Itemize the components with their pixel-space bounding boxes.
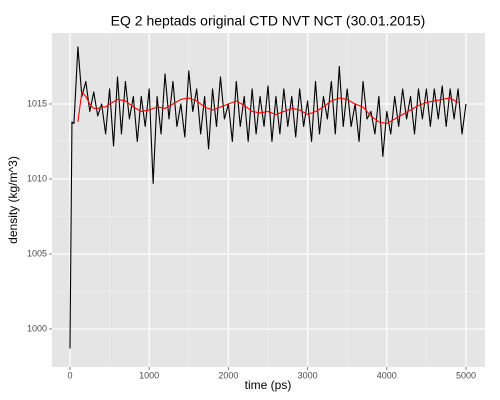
x-tick-label: 5000 [456,370,476,380]
data-line [77,91,459,125]
x-axis-title: time (ps) [245,378,292,392]
data-line [69,46,467,349]
x-tick-label: 3000 [298,370,318,380]
y-tick-label: 1005 [27,248,47,258]
x-tick-label: 4000 [377,370,397,380]
y-tick-label: 1015 [27,98,47,108]
y-tick-label: 1000 [27,323,47,333]
x-tick-label: 2000 [218,370,238,380]
x-tick-label: 1000 [139,370,159,380]
chart-title: EQ 2 heptads original CTD NVT NCT (30.01… [111,13,426,29]
y-tick-label: 1010 [27,173,47,183]
marks [69,46,467,349]
x-tick-label: 0 [67,370,72,380]
y-axis-title: density (kg/m^3) [6,156,20,244]
